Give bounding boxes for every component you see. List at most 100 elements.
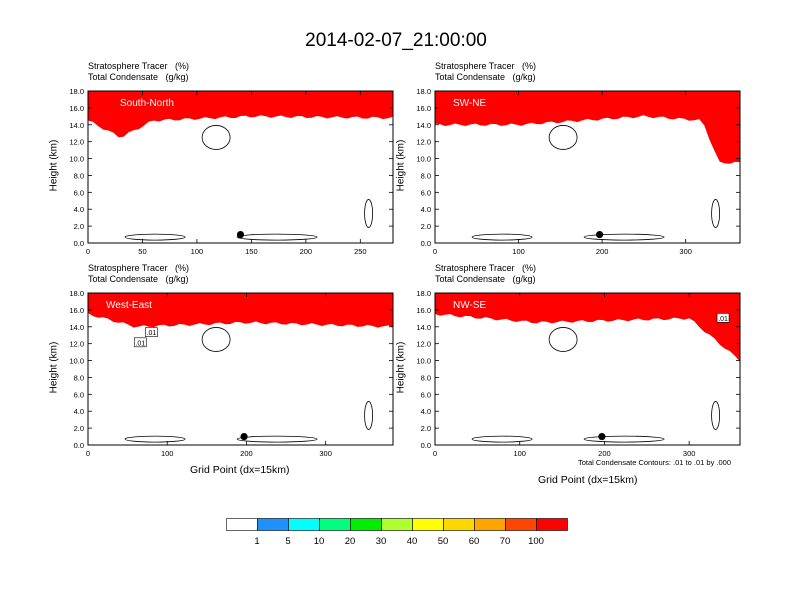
colorbar-bin [412,518,444,531]
x-tick-label: 200 [596,247,609,256]
condensate-contour [711,401,721,430]
y-tick-label: 2.0 [74,222,84,231]
colorbar [226,518,568,531]
plot-frame [87,292,394,446]
condensate-contour [364,401,374,430]
y-tick-label: 2.0 [74,424,84,433]
colorbar-bin [288,518,320,531]
y-tick-label: 0.0 [421,239,431,248]
y-tick-label: 4.0 [74,205,84,214]
tracer-shading [88,91,393,138]
y-tick-label: 0.0 [421,441,431,450]
y-tick-label: 6.0 [74,188,84,197]
x-tick-label: 200 [240,449,253,458]
y-tick-label: 4.0 [421,407,431,416]
x-tick-label: 50 [138,247,146,256]
y-tick-label: 18.0 [416,289,431,298]
y-tick-label: 14.0 [69,121,84,130]
colorbar-label: 40 [406,536,418,547]
plot-frame [87,90,394,244]
colorbar-label: 1 [254,536,260,547]
tracer-shading [435,293,740,362]
y-tick-label: 2.0 [421,424,431,433]
contour-label: .01 [147,330,157,337]
plot-frame [434,90,741,244]
y-tick-label: 0.0 [74,239,84,248]
location-marker [240,432,248,441]
tracer-band [88,293,393,328]
x-tick-label: 150 [245,247,258,256]
condensate-contour [471,233,533,241]
colorbar-bin [319,518,351,531]
y-tick-label: 8.0 [421,373,431,382]
y-tick-label: 14.0 [416,323,431,332]
y-tick-label: 6.0 [421,188,431,197]
x-tick-label: 100 [191,247,204,256]
y-tick-label: 6.0 [74,390,84,399]
x-axis-label: Grid Point (dx=15km) [190,464,290,476]
plot-nw-se: 0.0 2.0 4.0 6.0 8.0 10.0 12.0 14.0 16.0 18.0 0 100 2… [416,289,741,458]
y-tick-label: 8.0 [421,171,431,180]
plot-west-east: 0.0 2.0 4.0 6.0 8.0 10.0 12.0 14.0 16.0 18.0 0 100 2… [69,289,394,458]
x-tick-label: 0 [86,247,90,256]
panel-title-line2: Total Condensate (g/kg) [88,274,189,284]
condensate-contours [124,125,374,241]
condensate-contours [124,327,374,443]
x-tick-label: 250 [354,247,367,256]
tracer-shading [88,293,393,328]
plot-sw-ne: 0.0 2.0 4.0 6.0 8.0 10.0 12.0 14.0 16.0 18.0 0 100 2… [416,87,741,256]
condensate-contour [471,435,533,443]
y-tick-label: 8.0 [74,171,84,180]
colorbar-label: 50 [437,536,449,547]
y-tick-label: 2.0 [421,222,431,231]
plot-south-north: 0.0 2.0 4.0 6.0 8.0 10.0 12.0 14.0 16.0 18.0 0 50 10… [69,87,394,256]
colorbar-bin [257,518,289,531]
y-tick-label: 18.0 [69,87,84,96]
plot-frame [434,292,741,446]
condensate-contour [711,199,721,228]
y-tick-label: 0.0 [74,441,84,450]
contour-note: Total Condensate Contours: .01 to .01 by… [578,458,732,467]
condensate-contour [201,125,231,150]
colorbar-label: 20 [344,536,356,547]
panel-title-line2: Total Condensate (g/kg) [435,72,536,82]
tracer-band [435,91,740,164]
colorbar-bin [381,518,413,531]
condensate-contour [236,233,318,241]
colorbar-label: 60 [468,536,480,547]
condensate-contour [548,125,578,150]
x-tick-label: 0 [433,247,437,256]
condensate-contour [548,327,578,352]
colorbar-label: 5 [285,536,291,547]
y-tick-label: 14.0 [69,323,84,332]
colorbar-bin [443,518,475,531]
colorbar-label: 10 [313,536,325,547]
panel-title-line1: Stratosphere Tracer (%) [435,61,537,71]
x-tick-label: 300 [319,449,332,458]
y-tick-label: 10.0 [416,155,431,164]
cross-section-label: NW-SE [453,300,486,311]
x-tick-label: 200 [300,247,313,256]
condensate-contour [236,435,318,443]
y-tick-label: 12.0 [69,340,84,349]
y-tick-label: 16.0 [416,104,431,113]
colorbar-label: 100 [528,536,544,547]
colorbar-label: 30 [375,536,387,547]
tracer-band [88,91,393,138]
condensate-contour [364,199,374,228]
y-tick-label: 4.0 [421,205,431,214]
contour-label: .01 [718,316,728,323]
y-tick-label: 10.0 [69,155,84,164]
cross-section-label: SW-NE [453,98,486,109]
y-tick-label: 16.0 [416,306,431,315]
panel-title-line1: Stratosphere Tracer (%) [88,61,190,71]
tracer-shading [435,91,740,164]
x-axis-label: Grid Point (dx=15km) [538,474,638,486]
x-tick-label: 100 [513,449,526,458]
x-tick-label: 0 [433,449,437,458]
cross-section-label: South-North [120,98,174,109]
x-tick-label: 200 [598,449,611,458]
figure-title: 2014-02-07_21:00:00 [305,30,487,51]
condensate-contour [124,233,186,241]
contour-label-box [716,313,730,323]
